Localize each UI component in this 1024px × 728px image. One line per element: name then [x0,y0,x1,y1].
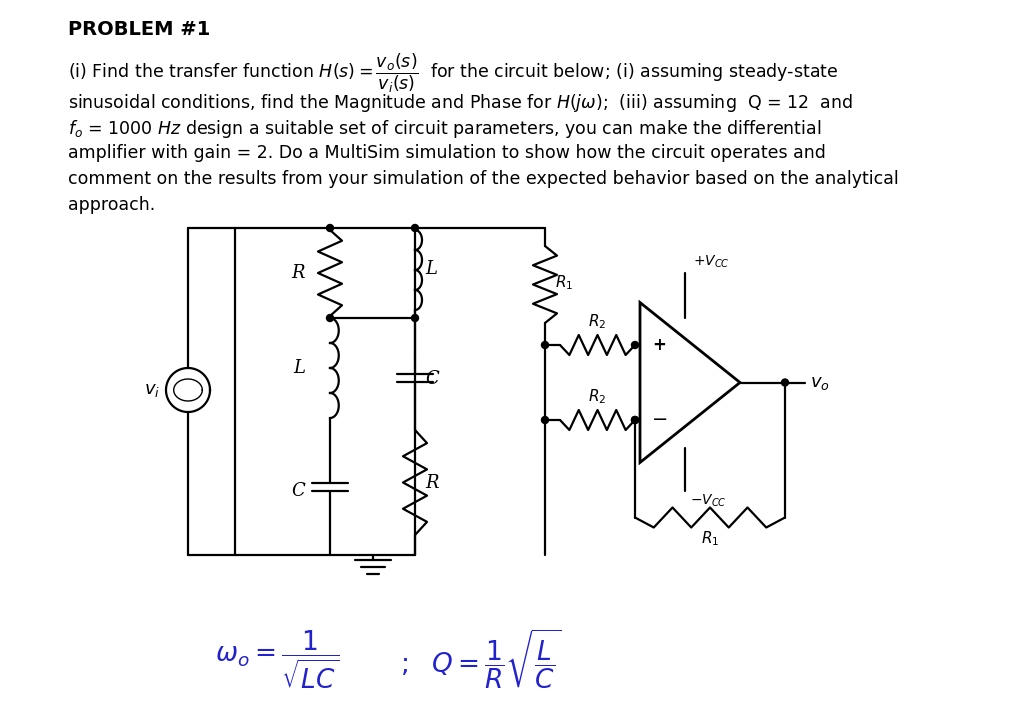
Text: amplifier with gain = 2. Do a MultiSim simulation to show how the circuit operat: amplifier with gain = 2. Do a MultiSim s… [68,144,826,162]
Text: $R_2$: $R_2$ [589,312,606,331]
Text: $-V_{CC}$: $-V_{CC}$ [690,493,727,509]
Text: L: L [425,260,437,278]
Text: comment on the results from your simulation of the expected behavior based on th: comment on the results from your simulat… [68,170,899,188]
Text: $R_1$: $R_1$ [700,529,719,548]
Text: +: + [652,336,666,354]
Text: L: L [293,359,305,377]
Text: R: R [425,473,438,491]
Circle shape [327,224,334,232]
Circle shape [632,416,639,424]
Text: $R_1$: $R_1$ [555,274,573,293]
Text: (i) Find the transfer function $H(s) = \dfrac{v_o(s)}{v_i(s)}$  for the circuit : (i) Find the transfer function $H(s) = \… [68,52,839,95]
Text: sinusoidal conditions, find the Magnitude and Phase for $H(j\omega)$;  (iii) ass: sinusoidal conditions, find the Magnitud… [68,92,853,114]
Text: $;\ \ Q = \dfrac{1}{R}\sqrt{\dfrac{L}{C}}$: $;\ \ Q = \dfrac{1}{R}\sqrt{\dfrac{L}{C}… [400,628,562,692]
Text: R: R [292,264,305,282]
Circle shape [412,224,419,232]
Text: −: − [652,411,669,430]
Circle shape [632,416,639,424]
Text: $v_i$: $v_i$ [144,381,160,399]
Text: $f_o$ = 1000 $Hz$ design a suitable set of circuit parameters, you can make the : $f_o$ = 1000 $Hz$ design a suitable set … [68,118,821,140]
Circle shape [542,416,549,424]
Text: approach.: approach. [68,196,156,214]
Text: C: C [291,483,305,501]
Text: C: C [425,371,438,389]
Text: $R_2$: $R_2$ [589,387,606,406]
Circle shape [781,379,788,386]
Text: $\omega_o = \dfrac{1}{\sqrt{LC}}$: $\omega_o = \dfrac{1}{\sqrt{LC}}$ [215,628,339,692]
Circle shape [632,341,639,349]
Circle shape [542,341,549,349]
Circle shape [327,314,334,322]
Text: PROBLEM #1: PROBLEM #1 [68,20,210,39]
Text: $+V_{CC}$: $+V_{CC}$ [693,254,730,271]
Circle shape [412,314,419,322]
Text: $v_o$: $v_o$ [810,373,829,392]
